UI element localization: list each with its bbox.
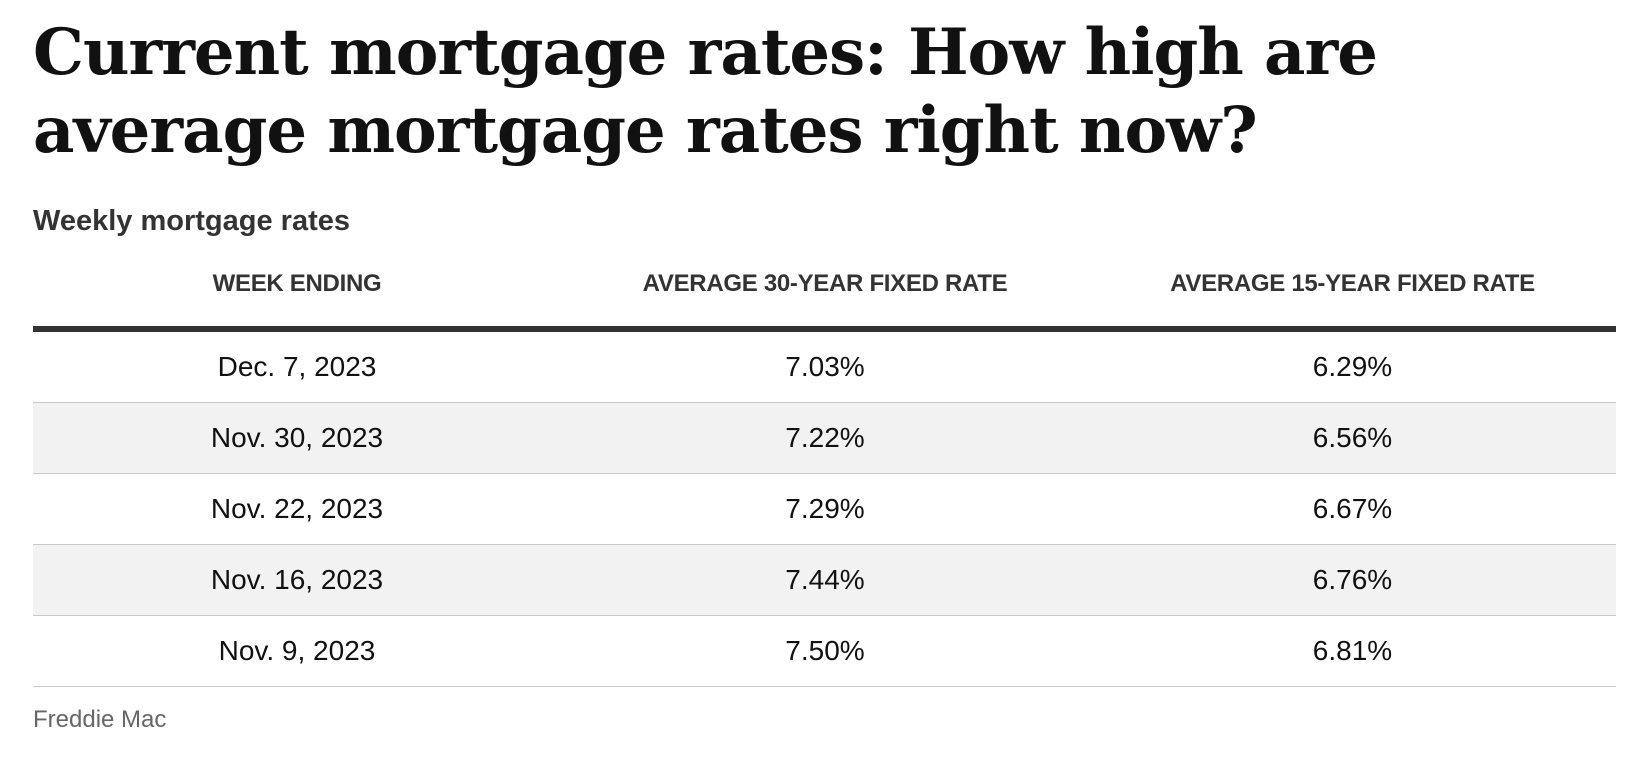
headline: Current mortgage rates: How high are ave… xyxy=(33,15,1378,168)
cell-week-ending: Nov. 30, 2023 xyxy=(33,402,561,474)
cell-15-year-rate: 6.67% xyxy=(1089,473,1616,545)
header-30-year-rate: AVERAGE 30-YEAR FIXED RATE xyxy=(561,270,1089,332)
table-body: Dec. 7, 2023 7.03% 6.29% Nov. 30, 2023 7… xyxy=(33,329,1616,687)
cell-week-ending: Nov. 9, 2023 xyxy=(33,615,561,687)
table-row: Nov. 9, 2023 7.50% 6.81% xyxy=(33,615,1616,687)
cell-15-year-rate: 6.81% xyxy=(1089,615,1616,687)
cell-week-ending: Nov. 22, 2023 xyxy=(33,473,561,545)
article-section: Current mortgage rates: How high are ave… xyxy=(33,0,1616,733)
header-15-year-rate: AVERAGE 15-YEAR FIXED RATE xyxy=(1089,270,1616,332)
header-row: WEEK ENDING AVERAGE 30-YEAR FIXED RATE A… xyxy=(33,270,1616,332)
cell-30-year-rate: 7.29% xyxy=(561,473,1089,545)
cell-15-year-rate: 6.29% xyxy=(1089,329,1616,403)
mortgage-rates-table: WEEK ENDING AVERAGE 30-YEAR FIXED RATE A… xyxy=(33,270,1616,687)
cell-30-year-rate: 7.44% xyxy=(561,544,1089,616)
cell-week-ending: Nov. 16, 2023 xyxy=(33,544,561,616)
table-title: Weekly mortgage rates xyxy=(33,205,350,237)
table-row: Nov. 16, 2023 7.44% 6.76% xyxy=(33,544,1616,616)
cell-15-year-rate: 6.76% xyxy=(1089,544,1616,616)
cell-30-year-rate: 7.03% xyxy=(561,329,1089,403)
cell-30-year-rate: 7.22% xyxy=(561,402,1089,474)
table-header: WEEK ENDING AVERAGE 30-YEAR FIXED RATE A… xyxy=(33,270,1616,332)
cell-week-ending: Dec. 7, 2023 xyxy=(33,329,561,403)
cell-30-year-rate: 7.50% xyxy=(561,615,1089,687)
header-week-ending: WEEK ENDING xyxy=(33,270,561,332)
table-row: Dec. 7, 2023 7.03% 6.29% xyxy=(33,329,1616,403)
source-credit: Freddie Mac xyxy=(33,706,167,733)
table-row: Nov. 22, 2023 7.29% 6.67% xyxy=(33,473,1616,545)
table-row: Nov. 30, 2023 7.22% 6.56% xyxy=(33,402,1616,474)
cell-15-year-rate: 6.56% xyxy=(1089,402,1616,474)
